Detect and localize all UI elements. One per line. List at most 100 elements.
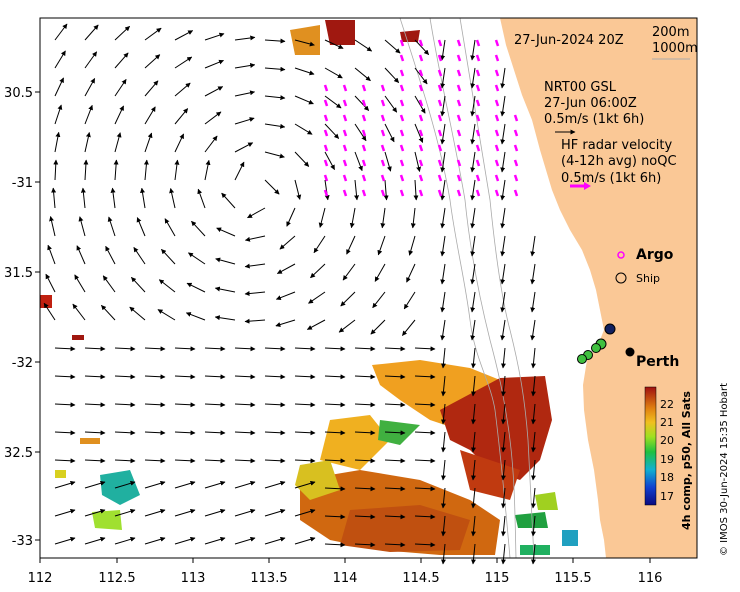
current-arrow (354, 458, 376, 464)
radar-arrow (361, 174, 367, 182)
current-arrow (264, 458, 286, 464)
radar-arrow (399, 84, 405, 92)
current-arrow (380, 207, 386, 229)
current-arrow (440, 291, 446, 313)
current-arrow (174, 133, 185, 153)
current-arrow (324, 374, 346, 380)
current-arrow (294, 536, 316, 545)
current-arrow (174, 508, 196, 517)
current-arrow (279, 235, 296, 250)
current-arrow (276, 263, 296, 274)
radar-arrow (456, 174, 462, 182)
current-arrow (45, 273, 56, 293)
current-arrow (354, 346, 376, 352)
current-arrow (114, 480, 136, 489)
current-arrow (54, 458, 76, 464)
current-arrow (244, 318, 266, 324)
current-arrow (275, 319, 296, 327)
current-arrow (78, 216, 86, 237)
current-arrow (144, 27, 162, 41)
current-arrow (306, 319, 326, 330)
radar-arrow (513, 129, 519, 137)
current-arrow (144, 430, 166, 436)
radar-arrow (361, 129, 367, 137)
radar-arrow (437, 189, 443, 197)
current-arrow (143, 159, 149, 181)
x-tick-label: 113 (181, 571, 206, 586)
current-arrow (129, 306, 146, 321)
current-arrow (214, 315, 236, 321)
current-arrow (530, 375, 536, 397)
current-arrow (384, 346, 406, 352)
radar-arrow (361, 159, 367, 167)
current-arrow (84, 346, 106, 352)
current-arrow (174, 82, 191, 97)
colorbar-tick: 17 (660, 490, 674, 503)
current-arrow (324, 430, 346, 436)
current-arrow (500, 431, 506, 453)
current-arrow (500, 515, 506, 537)
current-arrow (414, 430, 436, 436)
current-arrow (354, 179, 360, 201)
current-arrow (500, 291, 506, 313)
radar-arrow (475, 189, 481, 197)
radar-arrow (399, 174, 405, 182)
radar-arrow (361, 189, 367, 197)
current-arrow (440, 67, 446, 89)
current-arrow (101, 304, 116, 321)
current-arrow (174, 536, 196, 545)
current-arrow (131, 276, 146, 293)
current-arrow (308, 291, 326, 304)
radar-arrow (418, 84, 424, 92)
current-arrow (144, 508, 166, 517)
current-arrow (500, 67, 506, 89)
radar-scale-arrowhead (584, 182, 591, 190)
current-arrow (204, 159, 211, 181)
depth-1000m-label: 1000m (652, 41, 698, 56)
current-arrow (264, 536, 286, 545)
current-arrow (234, 430, 256, 436)
radar-title: HF radar velocity (561, 138, 673, 153)
current-arrow (264, 402, 286, 408)
radar-arrow (494, 129, 500, 137)
gsl-scale: 0.5m/s (1kt 6h) (544, 112, 644, 127)
radar-arrow (456, 114, 462, 122)
radar-arrow (456, 54, 462, 62)
current-arrow (144, 374, 166, 380)
radar-arrow (475, 144, 481, 152)
current-arrow (294, 480, 316, 489)
current-arrow (54, 104, 63, 125)
current-arrow (470, 319, 476, 341)
current-arrow (144, 132, 153, 153)
current-arrow (354, 123, 367, 142)
current-arrow (354, 151, 363, 172)
current-arrow (84, 536, 106, 545)
current-arrow (54, 430, 76, 436)
radar-arrow (361, 99, 367, 107)
current-arrow (374, 263, 386, 282)
bathymetry-contours (399, 17, 535, 559)
radar-arrow (456, 159, 462, 167)
current-arrow (410, 207, 416, 229)
current-arrow (294, 430, 316, 436)
current-arrow (144, 80, 159, 97)
current-arrow (158, 279, 176, 293)
y-axis (35, 91, 40, 541)
current-arrow (114, 78, 127, 97)
current-arrow (500, 543, 506, 565)
current-arrow (174, 56, 193, 69)
radar-arrow (323, 189, 329, 197)
current-arrow (470, 263, 476, 285)
radar-arrow (342, 129, 348, 137)
current-arrow (500, 319, 506, 341)
current-arrow (164, 218, 176, 237)
radar-arrow (456, 99, 462, 107)
radar-arrow (380, 129, 386, 137)
current-arrow (440, 319, 446, 341)
current-arrow (313, 235, 326, 254)
current-arrow (470, 431, 476, 453)
current-arrow (384, 486, 406, 492)
radar-scale: 0.5m/s (1kt 6h) (561, 171, 661, 186)
current-arrow (294, 374, 316, 380)
radar-arrow (456, 189, 462, 197)
